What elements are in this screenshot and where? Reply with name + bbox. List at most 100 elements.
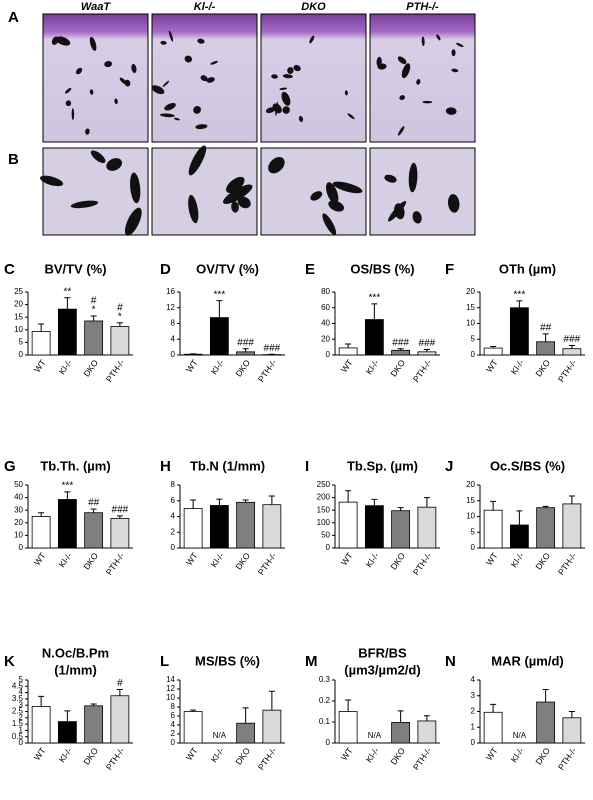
y-tick-label: 6 <box>171 711 176 720</box>
x-tick-label: PTH-/- <box>104 358 127 384</box>
error-bar <box>116 322 123 327</box>
bar <box>338 347 358 356</box>
chart-title: OV/TV (%) <box>196 261 259 276</box>
trabecula <box>85 128 90 135</box>
error-bar <box>423 348 430 352</box>
genotype-header: DKO <box>301 1 326 13</box>
trabecula <box>231 201 239 213</box>
y-tick-label: 8 <box>171 319 176 328</box>
error-bar <box>242 348 249 352</box>
x-tick-label: Kl-/- <box>209 551 226 570</box>
value-label: N/A <box>213 731 227 740</box>
y-tick-label: 3.5 <box>12 694 24 703</box>
trabecula <box>200 75 208 82</box>
x-tick-label: PTH-/- <box>256 551 279 577</box>
significance-mark: # <box>117 678 123 689</box>
error-bar <box>516 510 523 526</box>
trabecula <box>162 80 170 88</box>
chart-title: OTh (µm) <box>499 261 556 276</box>
y-tick-label: 0 <box>471 350 476 359</box>
bar <box>391 349 411 356</box>
error-bar <box>242 707 249 724</box>
error-bar <box>216 300 223 318</box>
trabecula <box>226 176 245 193</box>
y-tick-label: 1.5 <box>12 719 24 728</box>
significance-mark: # <box>117 302 123 313</box>
y-tick-label: 12 <box>166 684 175 693</box>
x-tick-label: DKO <box>233 745 252 766</box>
panel-letter: D <box>160 261 171 278</box>
trabecula <box>124 207 142 236</box>
bar <box>562 503 582 549</box>
trabecula <box>265 107 276 114</box>
y-tick-label: 0 <box>19 350 24 359</box>
significance-mark: ### <box>237 337 254 348</box>
x-tick-label: WT <box>184 746 200 763</box>
error-bar <box>90 315 97 321</box>
significance-mark: ## <box>540 323 552 334</box>
panel-letter: B <box>8 151 19 168</box>
bar <box>562 348 582 356</box>
trabecula <box>421 36 425 47</box>
bar <box>536 341 556 356</box>
chart-title: MAR (µm/d) <box>491 653 563 668</box>
y-tick-label: 40 <box>321 319 330 328</box>
significance-mark: ** <box>63 286 71 297</box>
chart-title: Tb.Th. (µm) <box>40 458 110 473</box>
x-tick-label: Kl-/- <box>364 358 381 377</box>
y-tick-label: 4 <box>19 688 24 697</box>
error-bar <box>490 345 497 349</box>
bar <box>364 505 384 549</box>
y-tick-label: 4 <box>471 675 476 684</box>
significance-mark: ### <box>112 505 129 516</box>
trabecula <box>168 30 174 42</box>
bar <box>236 722 256 744</box>
bar <box>417 506 437 549</box>
trabecula <box>376 56 382 67</box>
error-bar <box>38 323 45 332</box>
trabecula <box>106 158 123 171</box>
y-tick-label: 4.5 <box>12 681 24 690</box>
error-bar <box>397 348 404 351</box>
y-tick-label: 14 <box>166 675 175 684</box>
y-tick-label: 1 <box>19 726 24 735</box>
error-bar <box>490 703 497 713</box>
y-tick-label: 8 <box>171 480 176 489</box>
y-tick-label: 50 <box>321 531 330 540</box>
trabecula <box>397 56 407 65</box>
bar <box>391 510 411 549</box>
x-tick-label: PTH-/- <box>556 746 579 772</box>
x-tick-label: DKO <box>81 745 100 766</box>
error-bar <box>371 303 378 320</box>
y-tick-label: 10 <box>14 531 23 540</box>
panel-letter: I <box>305 458 309 475</box>
chart-title: MS/BS (%) <box>195 653 260 668</box>
y-tick-label: 4 <box>171 720 176 729</box>
x-tick-label: WT <box>339 358 355 375</box>
trabecula <box>210 60 219 65</box>
significance-mark: # <box>91 296 97 307</box>
histology-image <box>42 13 149 143</box>
trabecula <box>271 74 278 79</box>
x-tick-label: Kl-/- <box>509 358 526 377</box>
y-tick-label: 10 <box>166 693 175 702</box>
significance-mark: ### <box>392 337 409 348</box>
y-tick-label: 2 <box>19 713 24 722</box>
y-tick-label: 0.3 <box>319 675 331 684</box>
value-label: N/A <box>513 731 527 740</box>
bar-chart: K N.Oc/B.Pm (1/mm) 00.511.522.533.544.55 WT K… <box>4 645 133 772</box>
histology-image <box>260 13 367 143</box>
x-tick-label: WT <box>184 551 200 568</box>
y-tick-label: 0 <box>326 738 331 747</box>
x-tick-label: PTH-/- <box>104 746 127 772</box>
trabecula <box>193 105 201 114</box>
trabecula <box>282 74 293 79</box>
trabecula <box>298 116 304 123</box>
y-tick-label: 5 <box>19 338 24 347</box>
significance-mark: ## <box>88 498 100 509</box>
error-bar <box>116 515 123 519</box>
x-tick-label: PTH-/- <box>556 358 579 384</box>
chart-subtitle: (1/mm) <box>54 662 97 677</box>
trabecula <box>173 117 180 121</box>
bar <box>364 319 384 356</box>
